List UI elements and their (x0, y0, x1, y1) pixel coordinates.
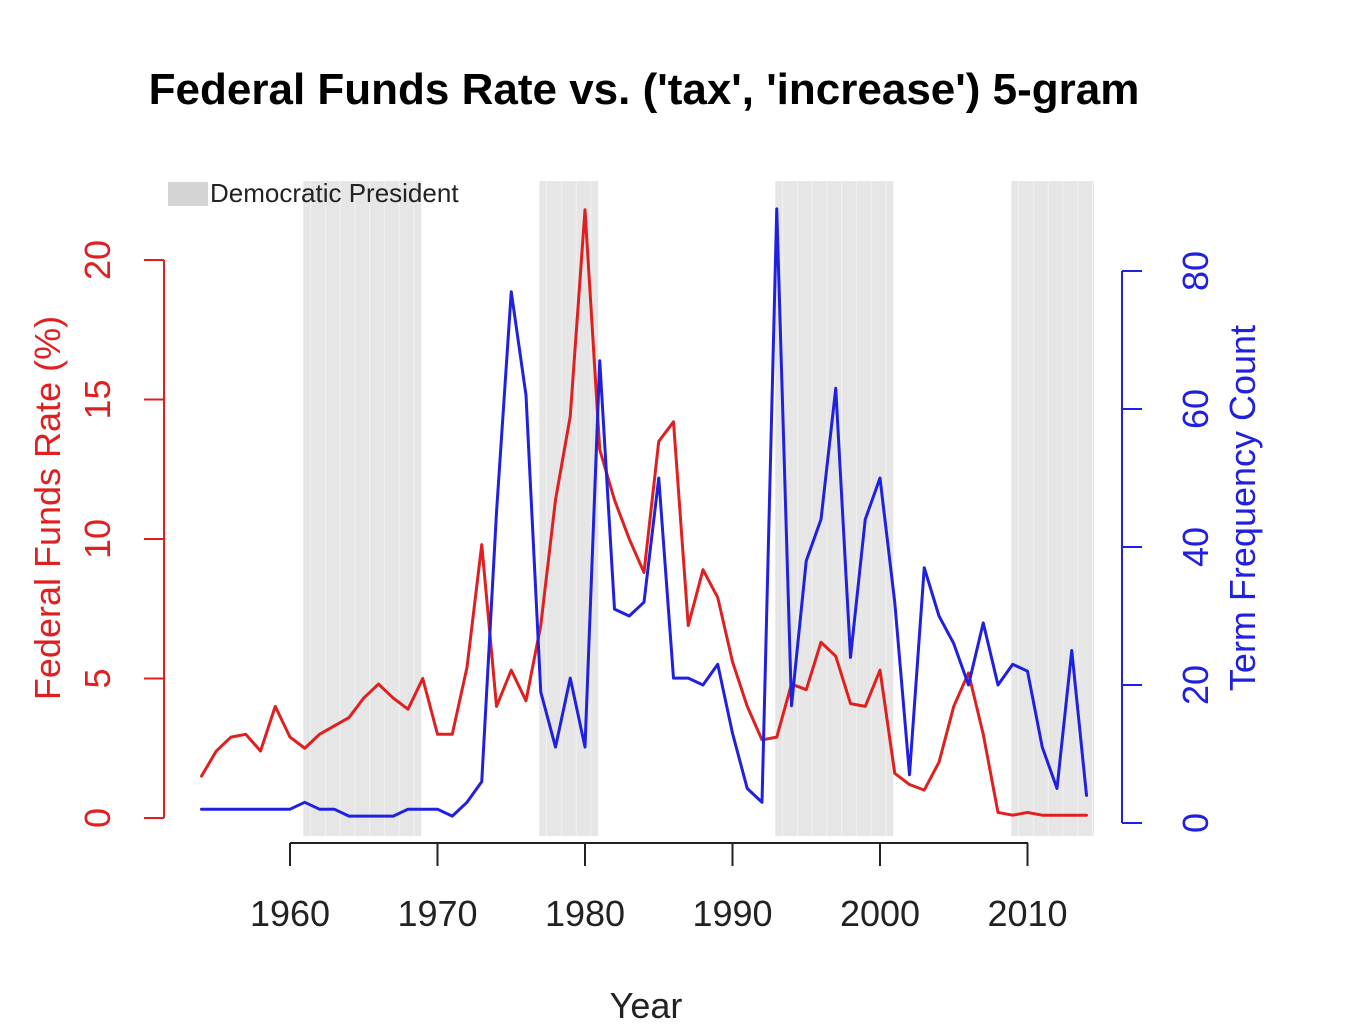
y-axis-left-title: Federal Funds Rate (%) (27, 316, 68, 700)
y-left-tick-label: 0 (77, 808, 118, 828)
legend-swatch (168, 182, 208, 206)
term-frequency-line (200, 207, 1088, 818)
series-lines (200, 207, 1088, 818)
shaded-periods (303, 181, 1094, 836)
legend-label: Democratic President (210, 178, 459, 208)
x-tick-label: 1970 (397, 893, 477, 934)
y-right-tick-label: 80 (1175, 251, 1216, 291)
y-left-tick-label: 10 (77, 519, 118, 559)
shaded-period-2 (775, 181, 894, 836)
y-left-tick-label: 15 (77, 379, 118, 419)
x-tick-label: 1990 (692, 893, 772, 934)
federal-funds-rate-line (200, 208, 1088, 817)
y-right-tick-label: 20 (1175, 665, 1216, 705)
y-left-tick-label: 5 (77, 668, 118, 688)
y-right-tick-label: 0 (1175, 813, 1216, 833)
y-right-tick-label: 40 (1175, 527, 1216, 567)
shaded-period-0 (303, 181, 422, 836)
x-tick-label: 2000 (840, 893, 920, 934)
x-tick-label: 2010 (987, 893, 1067, 934)
x-axis-title: Year (610, 985, 683, 1026)
y-right-tick-label: 60 (1175, 389, 1216, 429)
y-axis-right: 0 20 40 60 80 (1121, 251, 1216, 833)
x-tick-label: 1980 (545, 893, 625, 934)
chart-title: Federal Funds Rate vs. ('tax', 'increase… (149, 65, 1140, 114)
x-tick-label: 1960 (250, 893, 330, 934)
y-axis-right-title: Term Frequency Count (1222, 325, 1263, 691)
y-axis-left: 0 5 10 15 20 (77, 240, 165, 828)
legend: Democratic President (168, 178, 459, 208)
y-left-tick-label: 20 (77, 240, 118, 280)
x-axis: 1960 1970 1980 1990 2000 2010 (250, 842, 1068, 934)
